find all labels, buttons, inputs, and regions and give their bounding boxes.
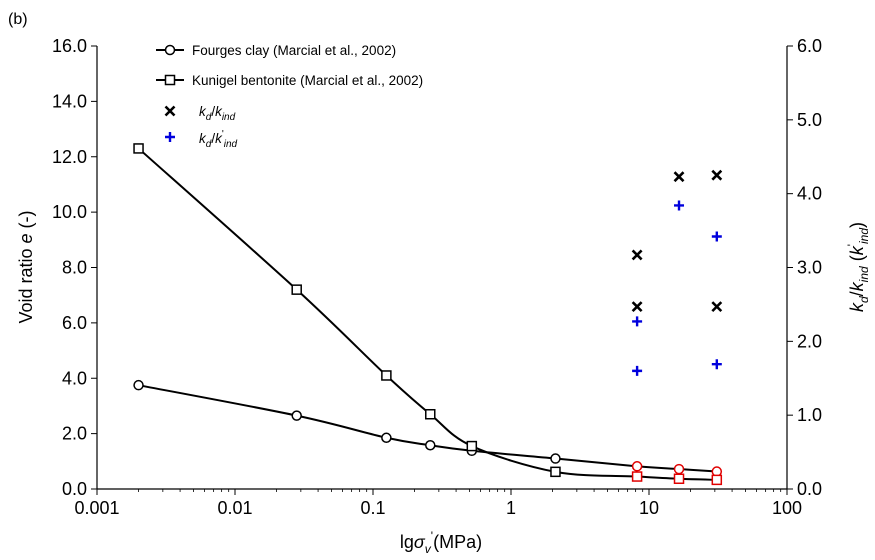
y-left-tick-label: 8.0 (62, 258, 87, 278)
series-circle (133, 379, 723, 477)
series-square (133, 143, 723, 486)
x-tick-label: 1 (506, 498, 516, 518)
data-point-plus (632, 365, 643, 376)
x-axis-label: lgσv'(MPa) (400, 529, 482, 556)
legend-marker-square (164, 74, 176, 86)
legend-item-kd-kind: kd/kind (164, 104, 236, 123)
data-point-x (673, 171, 685, 183)
legend-marker-x (164, 105, 176, 117)
legend-item-fourges: Fourges clay (Marcial et al., 2002) (156, 43, 396, 58)
legend: Fourges clay (Marcial et al., 2002) Kuni… (156, 43, 423, 150)
x-tick-label: 10 (639, 498, 659, 518)
series-plus (632, 200, 722, 376)
data-point-square (381, 370, 392, 381)
data-point-square (466, 440, 478, 452)
series-line (138, 384, 717, 473)
y-left-tick-label: 4.0 (62, 368, 87, 388)
axes (91, 45, 793, 495)
legend-marker-plus (165, 132, 175, 142)
y-right-tick-label: 2.0 (797, 331, 822, 351)
data-point-circle (631, 461, 643, 472)
data-point-circle (291, 410, 302, 421)
y-right-tick-label: 6.0 (797, 36, 822, 56)
data-point-plus (632, 316, 643, 327)
data-point-square (133, 143, 144, 154)
y-left-tick-label: 10.0 (52, 202, 87, 222)
data-point-square (711, 474, 723, 486)
series-line (137, 147, 717, 481)
data-point-plus (711, 359, 722, 370)
data-point-square (631, 471, 643, 482)
legend-item-kd-kprime-ind: kd/k'ind (165, 129, 238, 150)
legend-label-fourges: Fourges clay (Marcial et al., 2002) (192, 43, 396, 58)
y-right-tick-label: 5.0 (797, 110, 822, 130)
y-right-tick-label: 3.0 (797, 258, 822, 278)
data-point-circle (133, 379, 144, 391)
data-point-circle (425, 440, 436, 451)
x-tick-label: 100 (772, 498, 802, 518)
y-left-tick-label: 12.0 (52, 147, 87, 167)
data-point-x (631, 249, 643, 261)
y-left-tick-label: 16.0 (52, 36, 87, 56)
data-point-x (631, 301, 643, 313)
legend-marker-circle (164, 44, 176, 56)
legend-label-kd-kprime-ind: kd/k'ind (199, 129, 238, 150)
panel-label: (b) (8, 11, 28, 28)
y-left-tick-label: 0.0 (62, 479, 87, 499)
y-right-tick-label: 0.0 (797, 479, 822, 499)
data-point-circle (673, 463, 685, 475)
x-tick-label: 0.01 (217, 498, 252, 518)
data-point-x (711, 301, 723, 313)
y-left-tick-labels: 0.0 2.0 4.0 6.0 8.0 10.0 12.0 14.0 16.0 (52, 36, 87, 499)
data-point-plus (674, 200, 685, 211)
x-tick-label: 0.1 (360, 498, 385, 518)
series-layer (133, 143, 723, 486)
y-left-tick-label: 14.0 (52, 91, 87, 111)
y-left-axis-label: Void ratio e (-) (16, 210, 36, 323)
data-point-circle (381, 432, 392, 444)
data-point-square (425, 408, 436, 420)
series-x (631, 169, 723, 313)
y-left-tick-label: 6.0 (62, 313, 87, 333)
y-left-tick-label: 2.0 (62, 424, 87, 444)
data-point-square (673, 473, 685, 485)
data-point-x (711, 169, 723, 181)
legend-label-kunigel: Kunigel bentonite (Marcial et al., 2002) (192, 73, 423, 88)
x-tick-label: 0.001 (74, 498, 119, 518)
data-point-plus (711, 231, 722, 242)
legend-item-kunigel: Kunigel bentonite (Marcial et al., 2002) (156, 73, 423, 88)
data-point-square (550, 466, 561, 478)
data-point-square (291, 284, 302, 295)
y-right-tick-label: 1.0 (797, 405, 822, 425)
legend-label-kd-kind: kd/kind (199, 104, 236, 123)
x-tick-labels: 0.001 0.01 0.1 1 10 100 (74, 498, 802, 518)
y-right-axis-label: kd/kind (k'ind) (845, 222, 871, 312)
data-point-circle (550, 453, 561, 464)
y-right-tick-labels: 0.0 1.0 2.0 3.0 4.0 5.0 6.0 (797, 36, 822, 499)
y-right-tick-label: 4.0 (797, 184, 822, 204)
